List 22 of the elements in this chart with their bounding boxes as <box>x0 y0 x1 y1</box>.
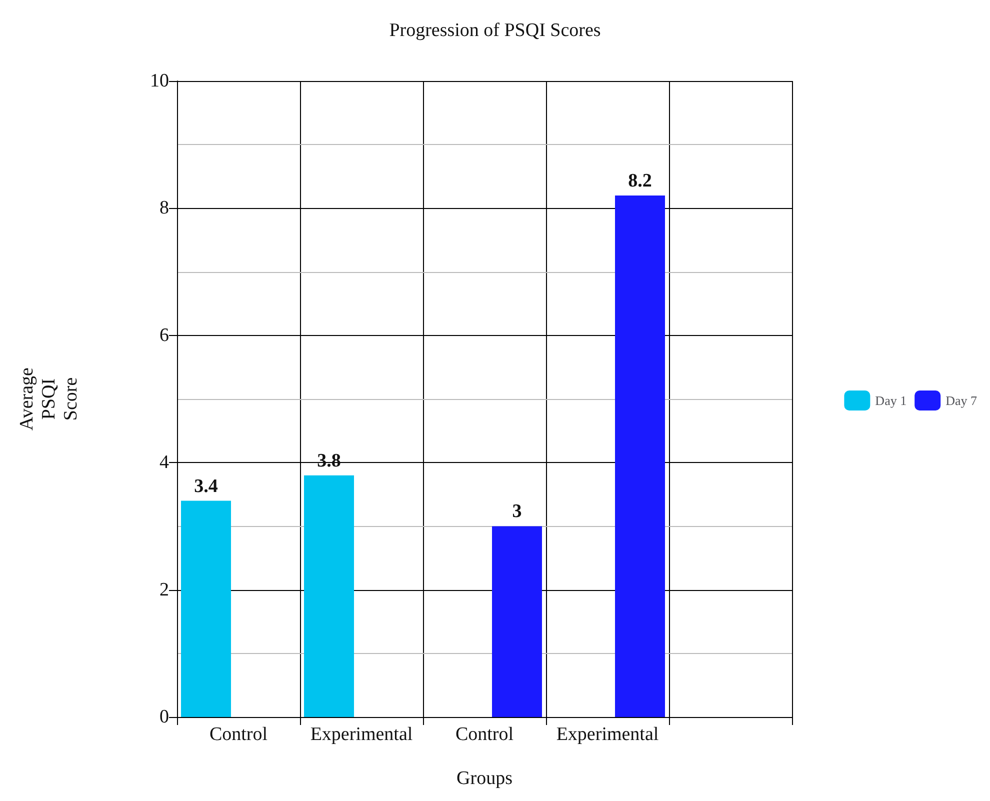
y-tick-label: 6 <box>160 324 169 346</box>
y-tick-label: 0 <box>160 706 169 728</box>
x-tick-label: Experimental <box>556 724 659 745</box>
bar <box>304 475 354 717</box>
y-tick-label: 10 <box>150 70 169 92</box>
data-label: 3.4 <box>194 476 218 497</box>
x-tick-label: Control <box>209 724 268 745</box>
bar <box>615 195 665 717</box>
chart-title: Progression of PSQI Scores <box>389 20 601 41</box>
y-tick-label: 2 <box>160 579 169 600</box>
bar <box>181 500 231 717</box>
y-tick-label: 4 <box>160 452 170 474</box>
legend-label: Day 7 <box>946 393 978 408</box>
data-label: 8.2 <box>628 170 652 192</box>
x-tick-label: Control <box>455 724 514 745</box>
bar <box>492 526 542 717</box>
y-axis-title: Average PSQI Score <box>16 368 82 430</box>
x-axis-title: Groups <box>456 768 512 789</box>
legend-label: Day 1 <box>875 393 907 408</box>
data-label: 3 <box>512 501 522 522</box>
x-tick-label: Experimental <box>310 724 413 745</box>
y-tick-label: 8 <box>160 198 169 219</box>
